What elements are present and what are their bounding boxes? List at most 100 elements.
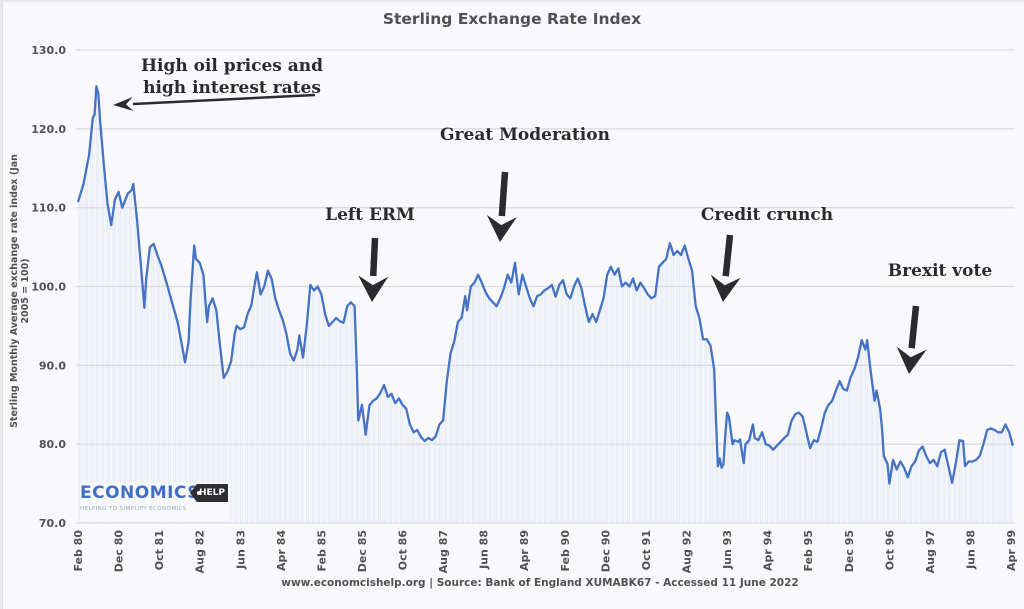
fill-bar — [1001, 432, 1003, 523]
fill-bar — [523, 280, 525, 523]
fill-bar — [914, 461, 916, 523]
fill-bar — [306, 325, 308, 523]
source-note: www.economcishelp.org | Source: Bank of … — [281, 577, 799, 589]
fill-bar — [542, 292, 544, 523]
fill-bar — [348, 304, 350, 523]
fill-bar — [560, 282, 562, 523]
fill-bar — [215, 310, 217, 523]
fill-bar — [763, 438, 765, 523]
fill-bar — [1012, 445, 1014, 523]
fill-bar — [241, 328, 243, 523]
fill-bar — [973, 460, 975, 523]
fill-bar — [298, 335, 300, 523]
fill-bar — [81, 190, 83, 524]
fill-bar — [188, 341, 190, 523]
fill-bar — [549, 286, 551, 523]
fill-bar — [158, 259, 160, 523]
fill-bar — [881, 428, 883, 523]
fill-bar — [328, 325, 330, 523]
fill-bar — [385, 390, 387, 523]
x-tick-label: Aug 92 — [681, 530, 694, 573]
fill-bar — [792, 417, 795, 523]
fill-bar — [866, 340, 868, 523]
fill-bar — [442, 420, 444, 523]
fill-bar — [949, 474, 951, 523]
fill-bar — [794, 414, 796, 523]
fill-bar — [601, 304, 603, 523]
fill-bar — [110, 225, 112, 523]
fill-bar — [427, 437, 429, 523]
annotation-arrow-shaft — [369, 237, 379, 277]
fill-bar — [492, 302, 494, 523]
fill-bar — [567, 296, 570, 523]
fill-bar — [660, 264, 662, 523]
fill-bar — [543, 290, 546, 523]
fill-bar — [676, 251, 678, 523]
fill-bar — [283, 326, 286, 523]
fill-bar — [455, 331, 457, 523]
fill-bar — [990, 428, 992, 523]
x-tick-label: Aug 87 — [437, 530, 450, 573]
fill-bar — [938, 459, 940, 523]
fill-bar — [138, 241, 140, 523]
fill-bar — [702, 339, 704, 523]
fill-bar — [374, 399, 376, 523]
fill-bar — [145, 278, 147, 523]
fill-bar — [304, 341, 306, 523]
fill-bar — [95, 86, 98, 523]
fill-bar — [213, 304, 216, 523]
fill-bar — [621, 286, 623, 523]
fill-bar — [591, 314, 594, 523]
fill-bar — [982, 444, 985, 523]
x-tick-label: Jun 88 — [478, 530, 491, 570]
fill-bar — [165, 282, 168, 523]
fill-bar — [164, 276, 166, 523]
fill-bar — [265, 278, 267, 523]
fill-bar — [645, 291, 647, 523]
fill-bar — [237, 327, 240, 523]
fill-bar — [920, 448, 922, 523]
fill-bar — [90, 136, 92, 523]
x-tick-label: Aug 82 — [194, 530, 207, 573]
fill-bar — [999, 432, 1001, 523]
fill-bar — [505, 281, 507, 523]
fill-bar — [230, 361, 232, 523]
logo-wordmark: ECONOMICS — [80, 483, 200, 503]
fill-bar — [234, 333, 236, 523]
fill-bar — [802, 416, 804, 523]
fill-bar — [354, 306, 356, 523]
y-tick-label: 70.0 — [39, 517, 66, 530]
fill-bar — [208, 306, 210, 523]
fill-bar — [472, 284, 474, 523]
fill-bar — [525, 286, 527, 523]
fill-bar — [291, 357, 293, 523]
fill-bar — [407, 416, 409, 523]
fill-bar — [997, 432, 999, 523]
fill-bar — [527, 292, 529, 523]
fill-bar — [411, 428, 413, 523]
fill-bar — [888, 483, 890, 523]
fill-bar — [416, 429, 418, 523]
fill-bar — [484, 292, 487, 523]
fill-bar — [171, 302, 173, 523]
fill-bar — [979, 455, 981, 523]
fill-bar — [969, 461, 972, 523]
fill-bar — [1004, 424, 1007, 523]
fill-bar — [709, 345, 712, 523]
fill-bar — [377, 395, 380, 523]
fill-bar — [93, 114, 96, 523]
fill-bar — [956, 452, 959, 523]
fill-bar — [503, 288, 505, 523]
fill-bar — [910, 466, 913, 523]
fill-bar — [176, 321, 179, 523]
fill-bar — [929, 463, 931, 523]
fill-bar — [129, 191, 131, 523]
fill-bar — [656, 281, 658, 523]
fill-bar — [516, 278, 518, 523]
fill-bar — [309, 284, 311, 523]
fill-bar — [628, 286, 630, 523]
fill-bar — [669, 243, 671, 523]
fill-bar — [879, 408, 881, 523]
fill-bar — [521, 274, 524, 523]
